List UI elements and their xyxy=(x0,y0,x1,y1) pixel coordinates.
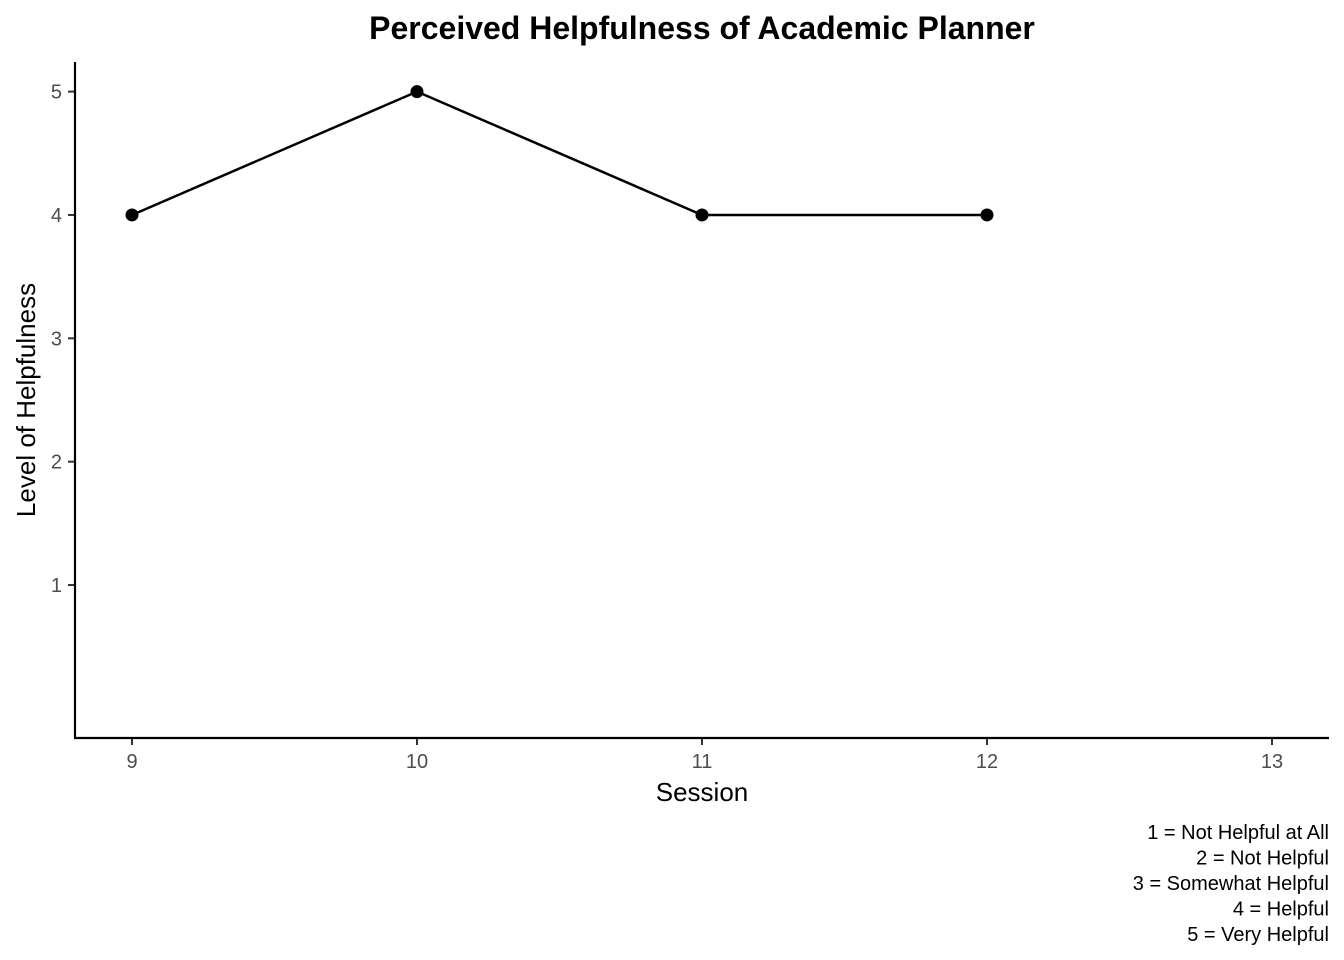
y-axis: 1 2 3 4 5 xyxy=(51,82,75,597)
x-tick-label: 11 xyxy=(692,751,713,773)
x-axis-title: Session xyxy=(656,777,749,807)
data-point xyxy=(125,208,139,222)
x-tick-label: 9 xyxy=(126,751,137,773)
x-axis: 9 10 11 12 13 xyxy=(126,738,1283,773)
data-point xyxy=(980,208,994,222)
y-tick-label: 5 xyxy=(51,82,62,104)
caption-line: 2 = Not Helpful xyxy=(1196,848,1329,870)
y-tick-label: 3 xyxy=(51,328,62,350)
caption-block: 1 = Not Helpful at All 2 = Not Helpful 3 =… xyxy=(1133,822,1329,946)
y-tick-label: 2 xyxy=(51,452,62,474)
caption-line: 5 = Very Helpful xyxy=(1187,924,1329,946)
data-point xyxy=(695,208,709,222)
data-point xyxy=(410,85,424,99)
x-tick-label: 13 xyxy=(1261,751,1283,773)
caption-line: 4 = Helpful xyxy=(1233,899,1329,921)
x-tick-label: 12 xyxy=(976,751,998,773)
y-tick-label: 1 xyxy=(51,575,62,597)
caption-line: 1 = Not Helpful at All xyxy=(1147,822,1329,844)
chart-title: Perceived Helpfulness of Academic Planne… xyxy=(369,10,1035,46)
series-line xyxy=(131,90,987,217)
series-layer xyxy=(125,85,994,222)
y-axis-title: Level of Helpfulness xyxy=(11,283,41,517)
x-tick-label: 10 xyxy=(406,751,428,773)
y-tick-label: 4 xyxy=(51,205,62,227)
caption-line: 3 = Somewhat Helpful xyxy=(1133,873,1329,895)
